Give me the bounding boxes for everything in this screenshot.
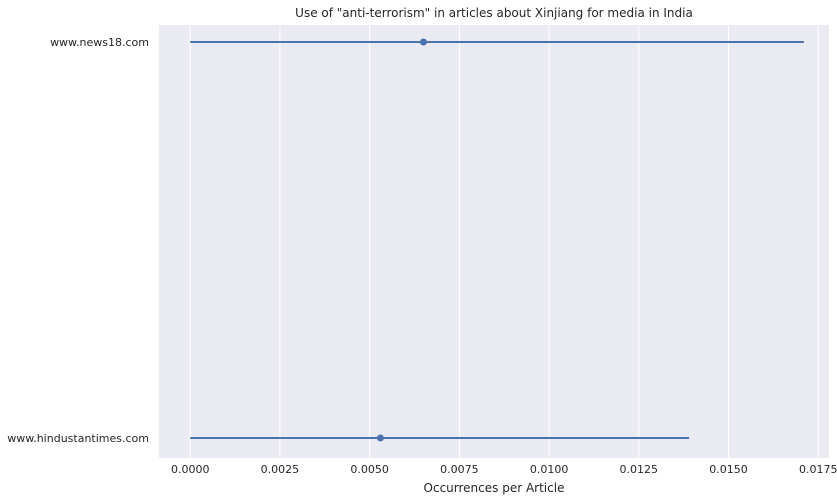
y-tick-label: www.news18.com bbox=[50, 36, 149, 49]
x-tick-label: 0.0100 bbox=[530, 463, 569, 476]
x-axis-label: Occurrences per Article bbox=[424, 481, 565, 495]
x-tick-label: 0.0075 bbox=[440, 463, 479, 476]
x-axis-ticks: 0.0000 0.0025 0.0050 0.0075 0.0100 0.0125 0.01… bbox=[171, 463, 837, 476]
x-tick-label: 0.0000 bbox=[171, 463, 210, 476]
plot-area bbox=[159, 25, 829, 458]
data-point bbox=[376, 434, 384, 442]
x-tick-label: 0.0025 bbox=[261, 463, 300, 476]
chart-title: Use of "anti-terrorism" in articles abou… bbox=[295, 6, 693, 20]
data-point bbox=[419, 38, 427, 46]
x-tick-label: 0.0175 bbox=[799, 463, 837, 476]
confidence-intervals bbox=[190, 41, 804, 439]
y-tick-label: www.hindustantimes.com bbox=[7, 432, 149, 445]
x-tick-label: 0.0125 bbox=[620, 463, 659, 476]
y-axis-ticks: www.news18.com www.hindustantimes.com bbox=[7, 36, 149, 445]
data-points bbox=[376, 38, 427, 442]
x-tick-label: 0.0150 bbox=[709, 463, 748, 476]
x-tick-label: 0.0050 bbox=[350, 463, 389, 476]
gridlines bbox=[189, 25, 819, 458]
